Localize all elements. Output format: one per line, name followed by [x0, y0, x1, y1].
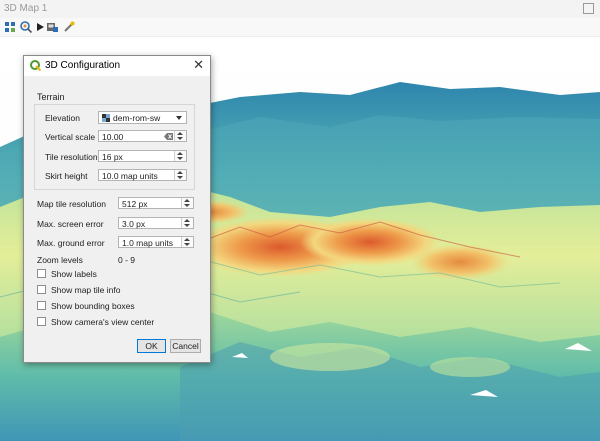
vertical-scale-label: Vertical scale [45, 132, 96, 142]
tile-resolution-label: Tile resolution [45, 152, 98, 162]
map-tile-resolution-label: Map tile resolution [37, 199, 106, 209]
max-screen-error-spinbox[interactable]: 3.0 px [118, 217, 194, 229]
spin-buttons[interactable] [174, 151, 186, 161]
elevation-label: Elevation [45, 113, 80, 123]
max-ground-error-value: 1.0 map units [122, 238, 174, 248]
show-camera-view-center-label: Show camera's view center [51, 317, 155, 327]
vertical-scale-value: 10.00 [102, 132, 124, 142]
camera-control-icon[interactable] [3, 20, 17, 34]
dialog-titlebar: 3D Configuration ✕ [24, 56, 210, 76]
restore-icon[interactable] [583, 3, 594, 14]
spin-buttons[interactable] [181, 218, 193, 228]
close-icon[interactable]: ✕ [193, 57, 204, 72]
terrain-group-title: Terrain [37, 92, 65, 102]
show-bounding-boxes-checkbox[interactable] [37, 301, 46, 310]
zoom-full-icon[interactable] [19, 20, 33, 34]
cancel-button[interactable]: Cancel [170, 339, 201, 353]
raster-layer-icon [102, 114, 110, 122]
show-map-tile-info-checkbox[interactable] [37, 285, 46, 294]
spin-buttons[interactable] [174, 131, 186, 141]
show-bounding-boxes-label: Show bounding boxes [51, 301, 135, 311]
elevation-combo[interactable]: dem-rom-sw [98, 111, 187, 124]
max-screen-error-value: 3.0 px [122, 219, 146, 229]
animation-play-icon[interactable] [33, 20, 47, 34]
max-ground-error-label: Max. ground error [37, 238, 105, 248]
3d-configuration-dialog: 3D Configuration ✕ Terrain Elevation dem… [23, 55, 211, 363]
clear-icon[interactable] [164, 133, 173, 140]
vertical-scale-spinbox[interactable]: 10.00 [98, 130, 187, 142]
chevron-down-icon [176, 116, 182, 120]
tile-resolution-spinbox[interactable]: 16 px [98, 150, 187, 162]
save-image-icon[interactable] [45, 20, 59, 34]
skirt-height-spinbox[interactable]: 10.0 map units [98, 169, 187, 181]
qgis-logo-icon [30, 60, 41, 71]
max-screen-error-label: Max. screen error [37, 219, 104, 229]
ok-button[interactable]: OK [137, 339, 166, 353]
map-tile-resolution-spinbox[interactable]: 512 px [118, 197, 194, 209]
show-labels-label: Show labels [51, 269, 97, 279]
map-tile-resolution-value: 512 px [122, 199, 148, 209]
spin-buttons[interactable] [174, 170, 186, 180]
window-titlebar: 3D Map 1 [0, 0, 600, 18]
window-title: 3D Map 1 [4, 3, 48, 14]
spin-buttons[interactable] [181, 237, 193, 247]
max-ground-error-spinbox[interactable]: 1.0 map units [118, 236, 194, 248]
show-labels-checkbox[interactable] [37, 269, 46, 278]
skirt-height-label: Skirt height [45, 171, 88, 181]
zoom-levels-value: 0 - 9 [118, 255, 136, 265]
show-camera-view-center-checkbox[interactable] [37, 317, 46, 326]
dialog-title: 3D Configuration [45, 60, 121, 71]
spin-buttons[interactable] [181, 198, 193, 208]
toolbar [0, 18, 600, 37]
zoom-levels-label: Zoom levels [37, 255, 83, 265]
skirt-height-value: 10.0 map units [102, 171, 158, 181]
configure-icon[interactable] [62, 20, 76, 34]
elevation-value: dem-rom-sw [113, 113, 161, 123]
show-map-tile-info-label: Show map tile info [51, 285, 121, 295]
tile-resolution-value: 16 px [102, 152, 123, 162]
